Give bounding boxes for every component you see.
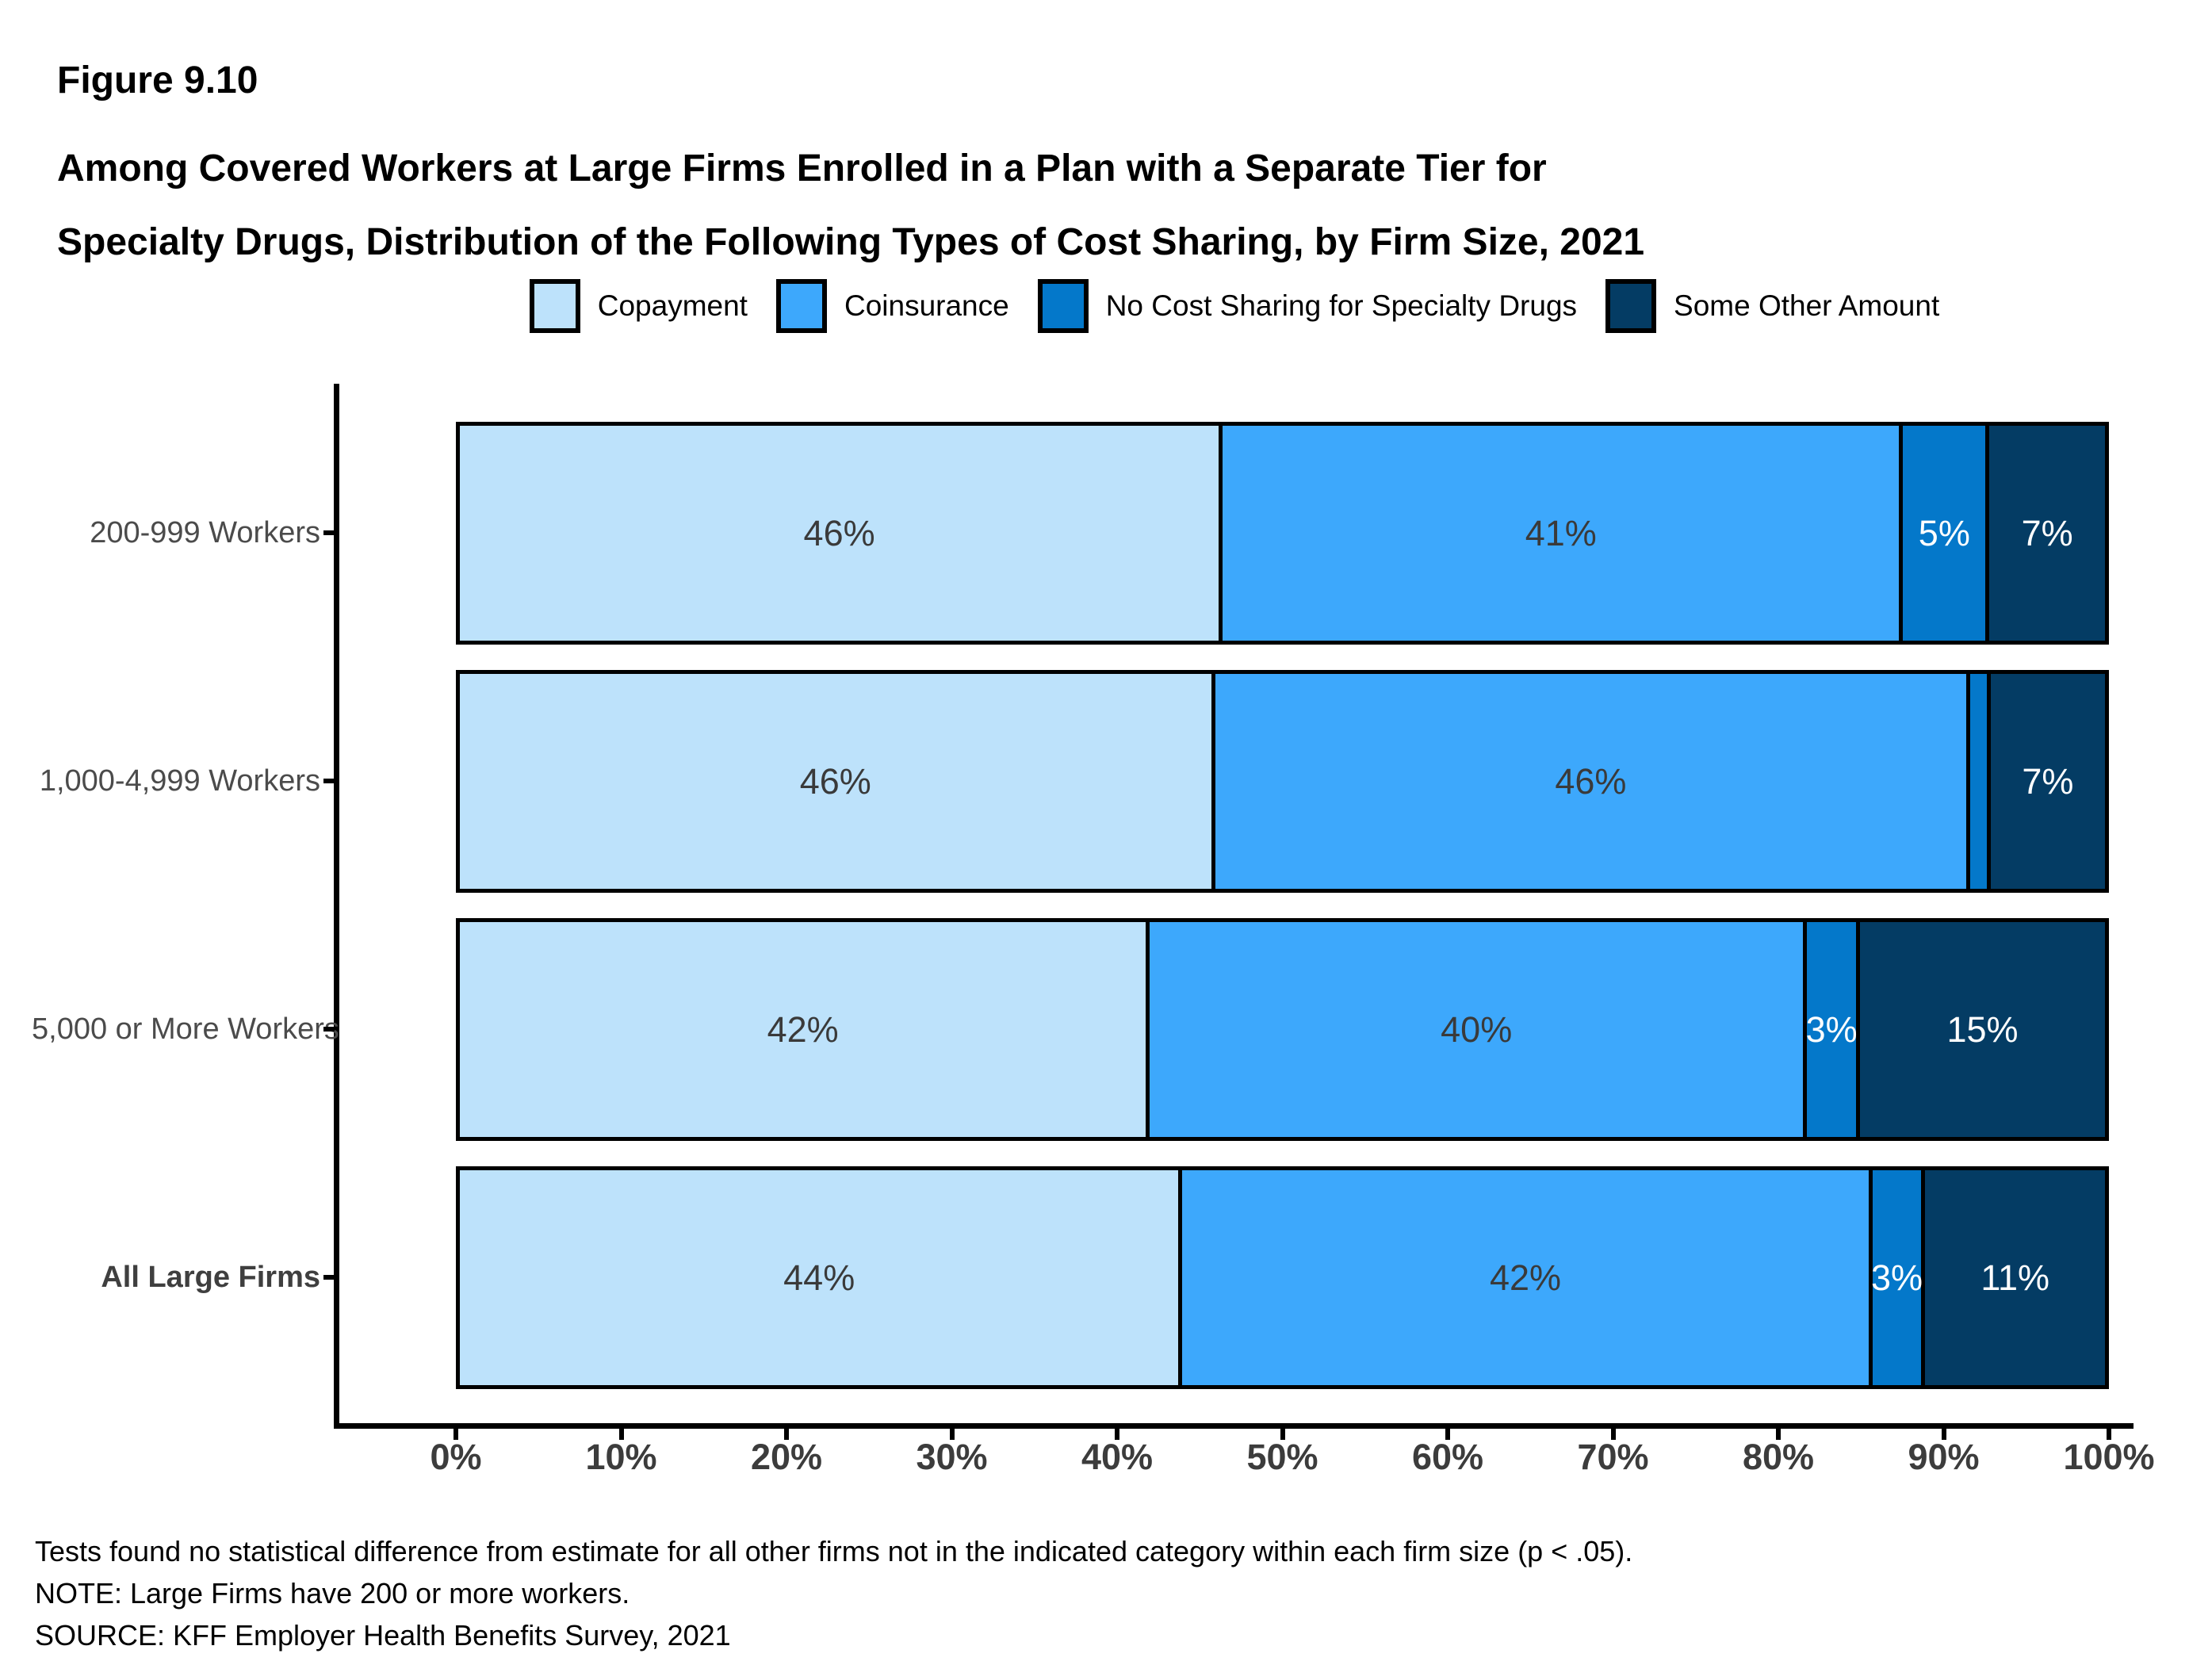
bar-row: 42% 40% 3% 15% — [456, 918, 2109, 1141]
chart-title-line-2: Specialty Drugs, Distribution of the Fol… — [57, 221, 1645, 263]
x-axis-tick-label: 10% — [585, 1437, 657, 1477]
footnote-statistics: Tests found no statistical difference fr… — [35, 1535, 1633, 1567]
category-label: All Large Firms — [101, 1261, 320, 1294]
bars: 46% 41% 5% 7% 46% 46% 7% 42% 40% 3% 15% 44% 42% 3% 11% — [456, 384, 2109, 1423]
bar-segment: 41% — [1223, 422, 1904, 645]
x-axis-tick-label: 80% — [1742, 1437, 1815, 1477]
bar-segment: 11% — [1925, 1166, 2109, 1389]
bar-row: 46% 41% 5% 7% — [456, 422, 2109, 645]
legend-item: Coinsurance — [775, 279, 1009, 333]
bar-segment: 7% — [1989, 422, 2109, 645]
bar-segment-label: 5% — [1918, 512, 1970, 553]
footnote-source: SOURCE: KFF Employer Health Benefits Sur… — [35, 1619, 731, 1652]
x-axis-tick — [1445, 1429, 1450, 1440]
bar-segment-label: 11% — [1980, 1257, 2050, 1298]
bar-segment-label: 7% — [2021, 512, 2073, 553]
x-axis-tick — [784, 1429, 789, 1440]
bar-segment-label: 42% — [767, 1009, 839, 1050]
bar-segment-label: 41% — [1525, 512, 1597, 553]
legend-swatch — [1037, 279, 1089, 333]
footnotes: Tests found no statistical difference fr… — [35, 1530, 1632, 1656]
bar-row: 44% 42% 3% 11% — [456, 1166, 2109, 1389]
x-axis-tick — [1610, 1429, 1616, 1440]
x-axis-tick — [1280, 1429, 1285, 1440]
legend-label: Some Other Amount — [1674, 289, 1940, 322]
bar-segment-label: 46% — [799, 760, 871, 802]
bar-segment-label: 15% — [1946, 1009, 2019, 1050]
x-axis-tick-label: 100% — [2063, 1437, 2155, 1477]
x-axis-tick — [1776, 1429, 1781, 1440]
legend-label: Copayment — [597, 289, 748, 322]
bar-segment: 46% — [1215, 670, 1971, 893]
legend-item: Copayment — [529, 279, 748, 333]
y-axis-line — [334, 384, 339, 1429]
x-axis-tick-label: 90% — [1908, 1437, 1980, 1477]
x-axis-tick-label: 50% — [1246, 1437, 1318, 1477]
legend-item: No Cost Sharing for Specialty Drugs — [1037, 279, 1578, 333]
category-tick — [323, 1027, 335, 1032]
footnote-note: NOTE: Large Firms have 200 or more worke… — [35, 1577, 630, 1610]
x-axis-tick-label: 70% — [1577, 1437, 1649, 1477]
x-axis-tick — [618, 1429, 624, 1440]
chart-title-line-1: Among Covered Workers at Large Firms Enr… — [57, 147, 1547, 189]
x-axis-tick-label: 0% — [430, 1437, 482, 1477]
x-axis-tick-label: 30% — [916, 1437, 988, 1477]
bar-segment: 46% — [456, 422, 1223, 645]
bar-segment: 5% — [1903, 422, 1990, 645]
legend-label: Coinsurance — [844, 289, 1009, 322]
category-label: 5,000 or More Workers — [32, 1012, 339, 1046]
bar-segment: 46% — [456, 670, 1215, 893]
bar-segment: 40% — [1150, 918, 1808, 1141]
bar-segment-label: 3% — [1805, 1009, 1858, 1050]
bar-segment-label: 7% — [2022, 760, 2074, 802]
bar-row: 46% 46% 7% — [456, 670, 2109, 893]
x-axis-tick — [1941, 1429, 1946, 1440]
x-axis-tick — [453, 1429, 458, 1440]
bar-segment: 42% — [456, 918, 1150, 1141]
category-label: 1,000-4,999 Workers — [39, 764, 320, 798]
x-axis-tick-label: 60% — [1411, 1437, 1484, 1477]
category-tick — [323, 779, 335, 783]
x-axis-tick-label: 40% — [1081, 1437, 1154, 1477]
bar-segment-label: 40% — [1441, 1009, 1513, 1050]
category-tick — [323, 1275, 335, 1280]
legend-swatch — [529, 279, 580, 333]
bar-segment-label: 42% — [1489, 1257, 1562, 1298]
bar-segment: 3% — [1870, 1166, 1926, 1389]
chart-title: Among Covered Workers at Large Firms Enr… — [57, 132, 1644, 279]
bar-segment-label: 3% — [1870, 1257, 1923, 1298]
bar-segment: 42% — [1182, 1166, 1873, 1389]
x-axis-tick — [949, 1429, 955, 1440]
bar-segment-label: 44% — [783, 1257, 855, 1298]
bar-segment: 3% — [1805, 918, 1860, 1141]
bar-segment — [1970, 670, 1991, 893]
x-axis-line — [334, 1423, 2134, 1429]
legend-swatch — [1605, 279, 1657, 333]
bar-segment-label: 46% — [803, 512, 875, 553]
legend-swatch — [775, 279, 827, 333]
bar-segment-label: 46% — [1555, 760, 1627, 802]
bar-segment: 15% — [1860, 918, 2109, 1141]
category-label: 200-999 Workers — [90, 516, 320, 549]
legend: Copayment Coinsurance No Cost Sharing for … — [336, 276, 2133, 336]
x-axis-tick — [2107, 1429, 2111, 1440]
legend-item: Some Other Amount — [1605, 279, 1939, 333]
x-axis-tick-label: 20% — [750, 1437, 823, 1477]
x-axis-tick — [1115, 1429, 1119, 1440]
figure-number: Figure 9.10 — [57, 59, 258, 101]
category-tick — [323, 530, 335, 535]
bar-segment: 7% — [1990, 670, 2109, 893]
legend-label: No Cost Sharing for Specialty Drugs — [1105, 289, 1578, 322]
bar-segment: 44% — [456, 1166, 1183, 1389]
